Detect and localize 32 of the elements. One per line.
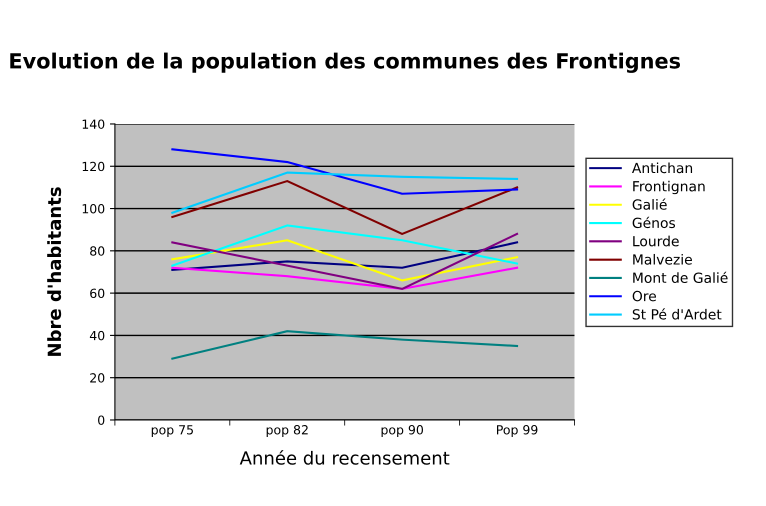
line-series [171,241,518,271]
legend-label: Frontignan [633,180,705,194]
y-tick-label: 40 [90,330,104,340]
line-series [171,232,518,290]
x-axis-title: Année du recensement [240,450,450,465]
y-tick-label: 140 [82,119,104,129]
line-series [171,148,518,195]
legend-label: St Pé d'Ardet [632,308,722,320]
y-tick-label: 100 [82,204,104,214]
line-series [171,330,518,360]
y-axis-title: Nbre d'habitants [47,187,62,356]
chart-title: Evolution de la population des communes des Frontignes [10,52,680,73]
line-series [171,180,518,235]
line-series [171,172,518,214]
legend-label: Génos [632,216,676,228]
y-tick-label: 80 [90,246,104,256]
x-tick-label: pop 75 [152,425,193,437]
y-tick-label: 20 [90,373,104,383]
legend-label: Mont de Galié [633,272,728,284]
legend-label: Antichan [632,162,692,174]
legend-label: Galié [632,198,667,210]
x-tick-label: pop 90 [382,425,424,437]
y-tick-label: 0 [98,415,104,425]
legend-label: Ore [632,290,656,302]
x-tick-label: pop 82 [266,425,308,437]
x-tick-label: Pop 99 [497,425,538,437]
y-tick-label: 60 [90,288,104,298]
legend-label: Lourde [633,236,679,246]
line-series [171,224,518,267]
line-series [171,239,518,282]
y-tick-label: 120 [82,162,104,172]
legend-label: Malvezie [633,254,692,265]
